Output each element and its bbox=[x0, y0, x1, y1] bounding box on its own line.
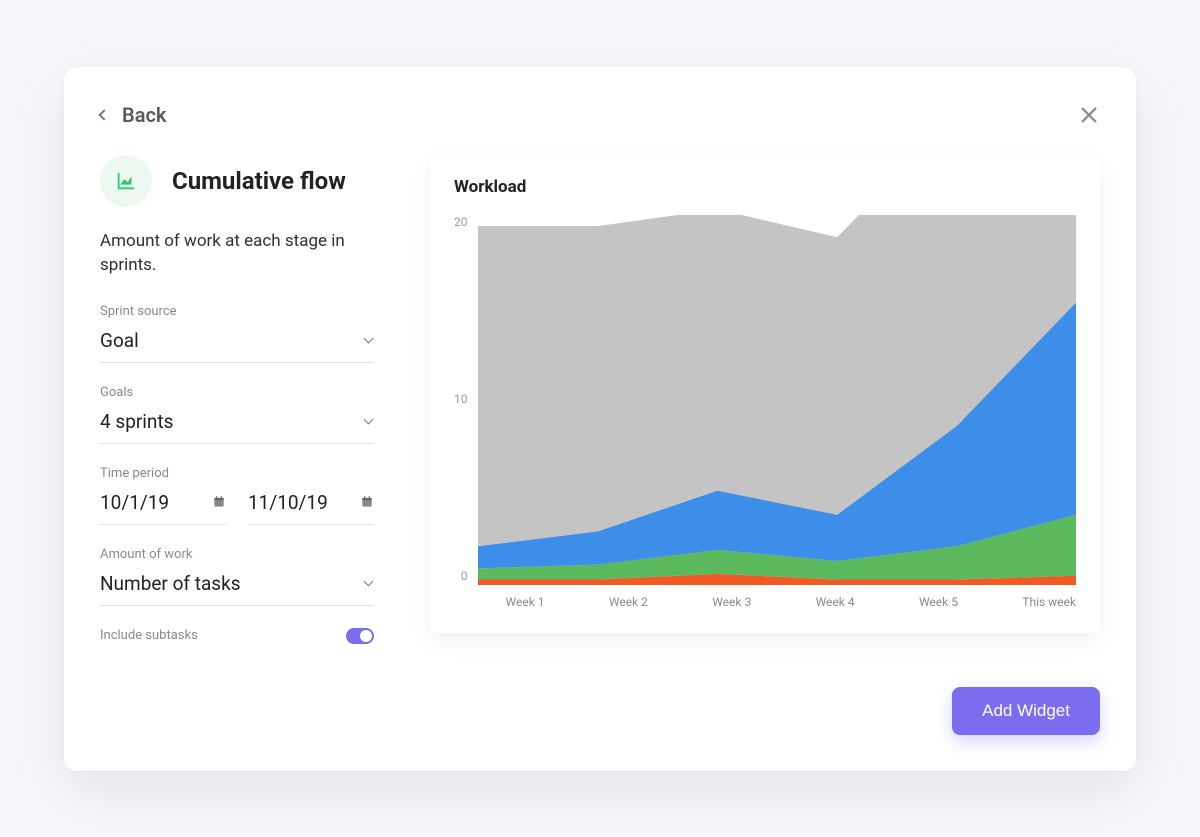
chevron-down-icon bbox=[364, 333, 374, 343]
widget-description: Amount of work at each stage in sprints. bbox=[100, 229, 374, 278]
date-value: 10/1/19 bbox=[100, 491, 169, 514]
y-tick: 20 bbox=[454, 215, 468, 229]
amount-of-work-select[interactable]: Number of tasks bbox=[100, 572, 374, 606]
select-value: Number of tasks bbox=[100, 572, 241, 595]
select-value: Goal bbox=[100, 329, 139, 352]
x-axis: Week 1 Week 2 Week 3 Week 4 Week 5 This week bbox=[478, 595, 1077, 609]
date-end-input[interactable]: 11/10/19 bbox=[248, 491, 374, 525]
field-label: Goals bbox=[100, 385, 374, 400]
y-axis: 20 10 0 bbox=[454, 215, 468, 585]
modal-footer: Add Widget bbox=[430, 687, 1100, 735]
field-label: Time period bbox=[100, 466, 374, 481]
toggle-knob bbox=[360, 630, 372, 642]
close-icon bbox=[1078, 104, 1100, 126]
widget-config-modal: Back Cumulative flow Amount of work at e… bbox=[64, 67, 1136, 771]
x-tick: Week 5 bbox=[919, 595, 958, 609]
back-label: Back bbox=[122, 103, 166, 127]
close-button[interactable] bbox=[1078, 104, 1100, 126]
widget-title: Cumulative flow bbox=[172, 167, 346, 195]
config-panel: Cumulative flow Amount of work at each s… bbox=[100, 155, 374, 735]
x-tick: Week 4 bbox=[816, 595, 855, 609]
x-tick: Week 3 bbox=[712, 595, 751, 609]
modal-content: Cumulative flow Amount of work at each s… bbox=[100, 155, 1100, 735]
widget-title-row: Cumulative flow bbox=[100, 155, 374, 207]
field-label: Sprint source bbox=[100, 304, 374, 319]
y-tick: 0 bbox=[454, 569, 468, 583]
chart-area: 20 10 0 Week 1 Week 2 Week 3 Week 4 Week 5 This… bbox=[454, 215, 1076, 609]
calendar-icon bbox=[360, 495, 374, 509]
goals-select[interactable]: 4 sprints bbox=[100, 410, 374, 444]
chart-title: Workload bbox=[454, 177, 1076, 197]
x-tick: Week 1 bbox=[506, 595, 545, 609]
toggle-label: Include subtasks bbox=[100, 628, 198, 643]
include-subtasks-toggle[interactable] bbox=[346, 628, 374, 644]
stacked-area-plot bbox=[478, 215, 1077, 585]
modal-top-bar: Back bbox=[100, 103, 1100, 127]
field-amount-of-work: Amount of work Number of tasks bbox=[100, 547, 374, 606]
chevron-left-icon bbox=[98, 109, 109, 120]
y-tick: 10 bbox=[454, 392, 468, 406]
field-sprint-source: Sprint source Goal bbox=[100, 304, 374, 363]
x-tick: This week bbox=[1022, 595, 1076, 609]
date-start-input[interactable]: 10/1/19 bbox=[100, 491, 226, 525]
add-widget-button[interactable]: Add Widget bbox=[952, 687, 1100, 735]
sprint-source-select[interactable]: Goal bbox=[100, 329, 374, 363]
calendar-icon bbox=[212, 495, 226, 509]
field-label: Amount of work bbox=[100, 547, 374, 562]
select-value: 4 sprints bbox=[100, 410, 173, 433]
area-chart-icon bbox=[100, 155, 152, 207]
chevron-down-icon bbox=[364, 576, 374, 586]
field-goals: Goals 4 sprints bbox=[100, 385, 374, 444]
chevron-down-icon bbox=[364, 414, 374, 424]
x-tick: Week 2 bbox=[609, 595, 648, 609]
field-time-period: Time period 10/1/19 11/10/19 bbox=[100, 466, 374, 525]
back-button[interactable]: Back bbox=[100, 103, 166, 127]
field-include-subtasks: Include subtasks bbox=[100, 628, 374, 644]
preview-panel: Workload 20100 Week 1Week 2Week 3Week 4W… bbox=[430, 155, 1100, 735]
date-value: 11/10/19 bbox=[248, 491, 328, 514]
chart-card: Workload 20100 Week 1Week 2Week 3Week 4W… bbox=[430, 155, 1100, 633]
